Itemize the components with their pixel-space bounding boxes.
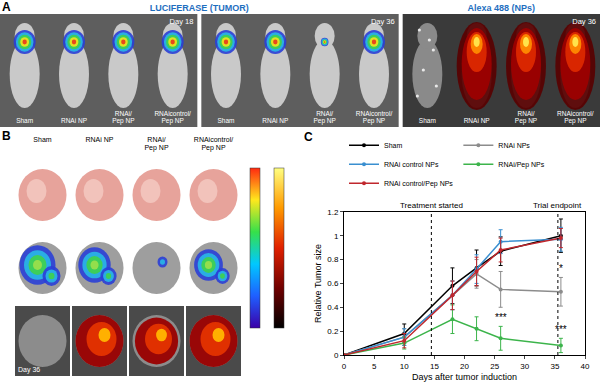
svg-text:40: 40 [581,362,590,371]
svg-text:B: B [2,129,11,143]
svg-text:RNAicontrol/Pep NP: RNAicontrol/Pep NP [356,110,393,125]
svg-text:25: 25 [490,362,499,371]
svg-text:Sham: Sham [384,142,402,149]
svg-text:RNAi NPs: RNAi NPs [498,142,530,149]
svg-text:RNAi/Pep NP: RNAi/Pep NP [144,136,168,152]
svg-text:30: 30 [520,362,529,371]
svg-text:RNAi NP: RNAi NP [61,117,87,124]
svg-text:Treatment started: Treatment started [400,201,463,210]
svg-text:***: *** [555,324,567,335]
svg-text:RNAi control NPs: RNAi control NPs [384,161,439,168]
svg-text:RNAi/Pep NPs: RNAi/Pep NPs [498,161,544,169]
svg-text:Sham: Sham [33,136,51,143]
svg-text:Sham: Sham [419,117,436,124]
svg-text:20: 20 [460,362,469,371]
svg-text:RNAi/Pep NP: RNAi/Pep NP [313,110,335,125]
svg-text:Day 36: Day 36 [572,17,596,26]
svg-text:Day 18: Day 18 [170,17,194,26]
svg-text:***: *** [495,312,507,323]
svg-text:RNAicontrol/Pep NP: RNAicontrol/Pep NP [194,136,233,152]
svg-text:Days after tumor induction: Days after tumor induction [412,372,517,382]
svg-text:0: 0 [342,362,347,371]
svg-text:RNAicontrol/Pep NP: RNAicontrol/Pep NP [154,110,191,125]
svg-text:LUCIFERASE (TUMOR): LUCIFERASE (TUMOR) [150,3,249,13]
svg-text:0.6: 0.6 [327,279,339,288]
svg-text:RNAi NP: RNAi NP [464,117,490,124]
svg-text:0.4: 0.4 [327,303,339,312]
svg-text:0.8: 0.8 [327,255,339,264]
svg-text:Sham: Sham [16,117,33,124]
svg-text:0: 0 [334,351,339,360]
html-text:C: C [304,130,313,144]
svg-text:RNAi control/Pep NPs: RNAi control/Pep NPs [384,180,453,188]
svg-text:RNAi/Pep NP: RNAi/Pep NP [112,110,134,125]
svg-text:RNAi/Pep NP: RNAi/Pep NP [515,110,537,125]
svg-text:35: 35 [550,362,559,371]
svg-text:10: 10 [400,362,409,371]
svg-text:Alexa 488 (NPs): Alexa 488 (NPs) [468,3,536,13]
svg-text:15: 15 [430,362,439,371]
svg-text:RNAi NP: RNAi NP [85,136,113,143]
svg-text:Day 36: Day 36 [371,17,395,26]
svg-text:Trial endpoint: Trial endpoint [533,201,582,210]
svg-text:5: 5 [372,362,377,371]
svg-text:RNAicontrol/Pep NP: RNAicontrol/Pep NP [557,110,594,125]
svg-text:0.2: 0.2 [327,327,339,336]
svg-text:Sham: Sham [218,117,235,124]
svg-text:1.2: 1.2 [327,208,339,217]
svg-text:A: A [2,0,11,14]
svg-text:*: * [559,263,563,274]
svg-text:1: 1 [334,231,339,240]
svg-text:Relative Tumor size: Relative Tumor size [313,244,323,323]
svg-text:Day 36: Day 36 [18,366,40,374]
svg-text:RNAi NP: RNAi NP [262,117,288,124]
